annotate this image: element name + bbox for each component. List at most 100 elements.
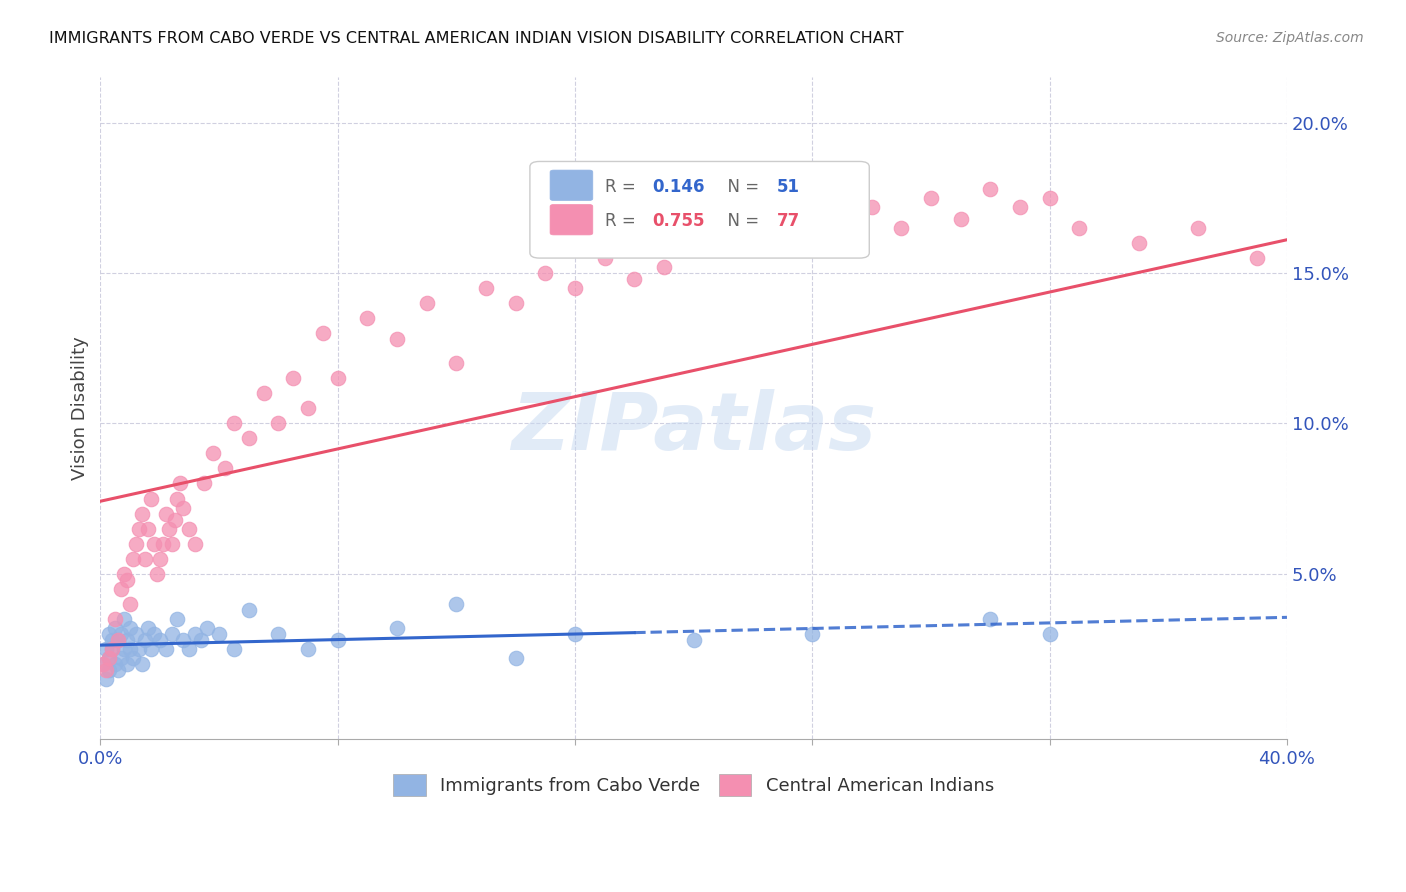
Point (118, 597, 141, 611)
Point (385, 621, 408, 635)
Point (222, 641, 245, 656)
Point (157, 522, 180, 536)
Point (98, 651, 121, 665)
Text: R =: R = (605, 212, 641, 230)
Point (118, 641, 141, 656)
Point (534, 266, 557, 280)
Point (110, 627, 132, 641)
Point (112, 566, 135, 581)
Point (564, 281, 586, 295)
Point (104, 621, 127, 635)
Point (142, 536, 165, 550)
Point (979, 182, 1001, 196)
Point (1008, 200, 1031, 214)
Point (145, 566, 167, 581)
Point (179, 641, 201, 656)
Point (136, 522, 159, 536)
Point (385, 332, 408, 346)
Y-axis label: Vision Disability: Vision Disability (72, 336, 89, 480)
Point (101, 641, 124, 656)
Point (155, 641, 177, 656)
Point (128, 522, 150, 536)
Point (564, 627, 586, 641)
Point (134, 551, 156, 566)
Legend: Immigrants from Cabo Verde, Central American Indians: Immigrants from Cabo Verde, Central Amer… (387, 766, 1001, 803)
Point (110, 582, 132, 596)
Point (920, 191, 942, 205)
Text: N =: N = (717, 212, 765, 230)
Point (184, 536, 207, 550)
Point (1187, 220, 1209, 235)
Point (652, 260, 675, 274)
Point (107, 632, 129, 647)
Text: ZIPatlas: ZIPatlas (512, 389, 876, 467)
Point (267, 627, 290, 641)
Point (238, 603, 260, 617)
Text: 0.146: 0.146 (652, 178, 704, 195)
Point (142, 627, 165, 641)
Point (98, 627, 121, 641)
Point (593, 251, 616, 265)
Point (742, 230, 765, 244)
Point (115, 657, 138, 671)
Point (415, 296, 437, 310)
Point (131, 507, 153, 521)
Point (179, 522, 201, 536)
Point (149, 551, 172, 566)
Point (163, 512, 186, 526)
Point (96, 663, 118, 677)
FancyBboxPatch shape (530, 161, 869, 258)
Point (831, 211, 853, 226)
Point (128, 641, 150, 656)
Point (139, 491, 162, 506)
Point (979, 612, 1001, 626)
Point (772, 211, 794, 226)
Point (326, 632, 349, 647)
Point (1246, 251, 1268, 265)
Text: N =: N = (717, 178, 765, 195)
Text: R =: R = (605, 178, 641, 195)
Point (283, 371, 305, 385)
Point (91, 657, 114, 671)
Point (1128, 235, 1150, 250)
Point (312, 326, 335, 340)
Point (1069, 220, 1091, 235)
Text: 51: 51 (776, 178, 800, 195)
Point (96, 672, 118, 686)
Point (112, 612, 135, 626)
Point (222, 417, 245, 431)
Point (160, 627, 183, 641)
Point (112, 641, 135, 656)
Point (252, 386, 274, 401)
Point (297, 641, 319, 656)
Point (115, 632, 138, 647)
Point (475, 281, 498, 295)
Point (623, 272, 645, 286)
Point (208, 627, 231, 641)
Point (101, 632, 124, 647)
Point (131, 657, 153, 671)
Point (711, 220, 734, 235)
Point (801, 627, 824, 641)
Point (890, 220, 912, 235)
FancyBboxPatch shape (550, 170, 593, 201)
Point (446, 356, 468, 370)
FancyBboxPatch shape (550, 204, 593, 235)
Point (166, 491, 188, 506)
Point (149, 632, 172, 647)
Point (160, 536, 183, 550)
Point (107, 632, 129, 647)
Point (122, 651, 145, 665)
Point (139, 641, 162, 656)
Point (446, 597, 468, 611)
Point (1039, 627, 1062, 641)
Point (1305, 206, 1327, 220)
Point (125, 627, 148, 641)
Point (801, 242, 824, 256)
Point (195, 621, 218, 635)
Point (115, 573, 138, 587)
Point (297, 401, 319, 416)
Point (172, 500, 194, 515)
Point (682, 235, 704, 250)
Text: IMMIGRANTS FROM CABO VERDE VS CENTRAL AMERICAN INDIAN VISION DISABILITY CORRELAT: IMMIGRANTS FROM CABO VERDE VS CENTRAL AM… (49, 31, 904, 46)
